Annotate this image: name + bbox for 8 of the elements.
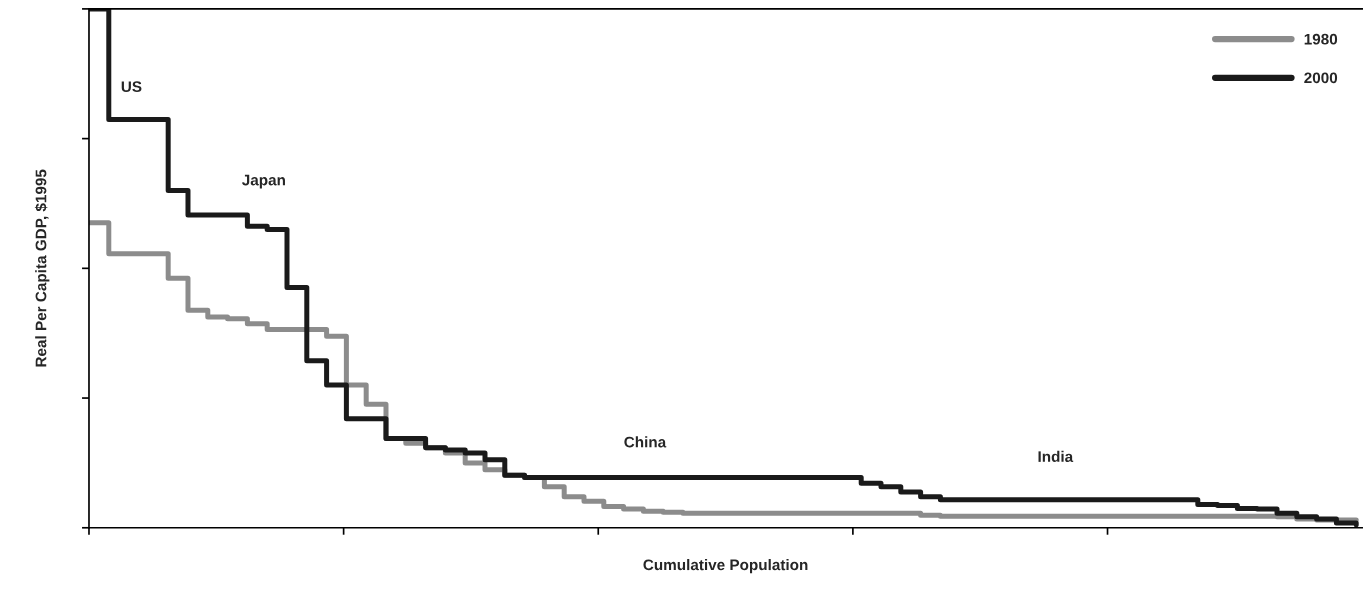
legend-label: 1980 bbox=[1304, 33, 1338, 45]
annotation: China bbox=[624, 436, 667, 448]
annotation: Japan bbox=[242, 174, 285, 189]
y-axis-title: Real Per Capita GDP, $1995 bbox=[34, 169, 50, 367]
annotation: India bbox=[1038, 450, 1074, 463]
legend-label: 2000 bbox=[1304, 72, 1338, 84]
x-axis-title: Cumulative Population bbox=[643, 559, 808, 574]
annotation: US bbox=[121, 81, 142, 93]
